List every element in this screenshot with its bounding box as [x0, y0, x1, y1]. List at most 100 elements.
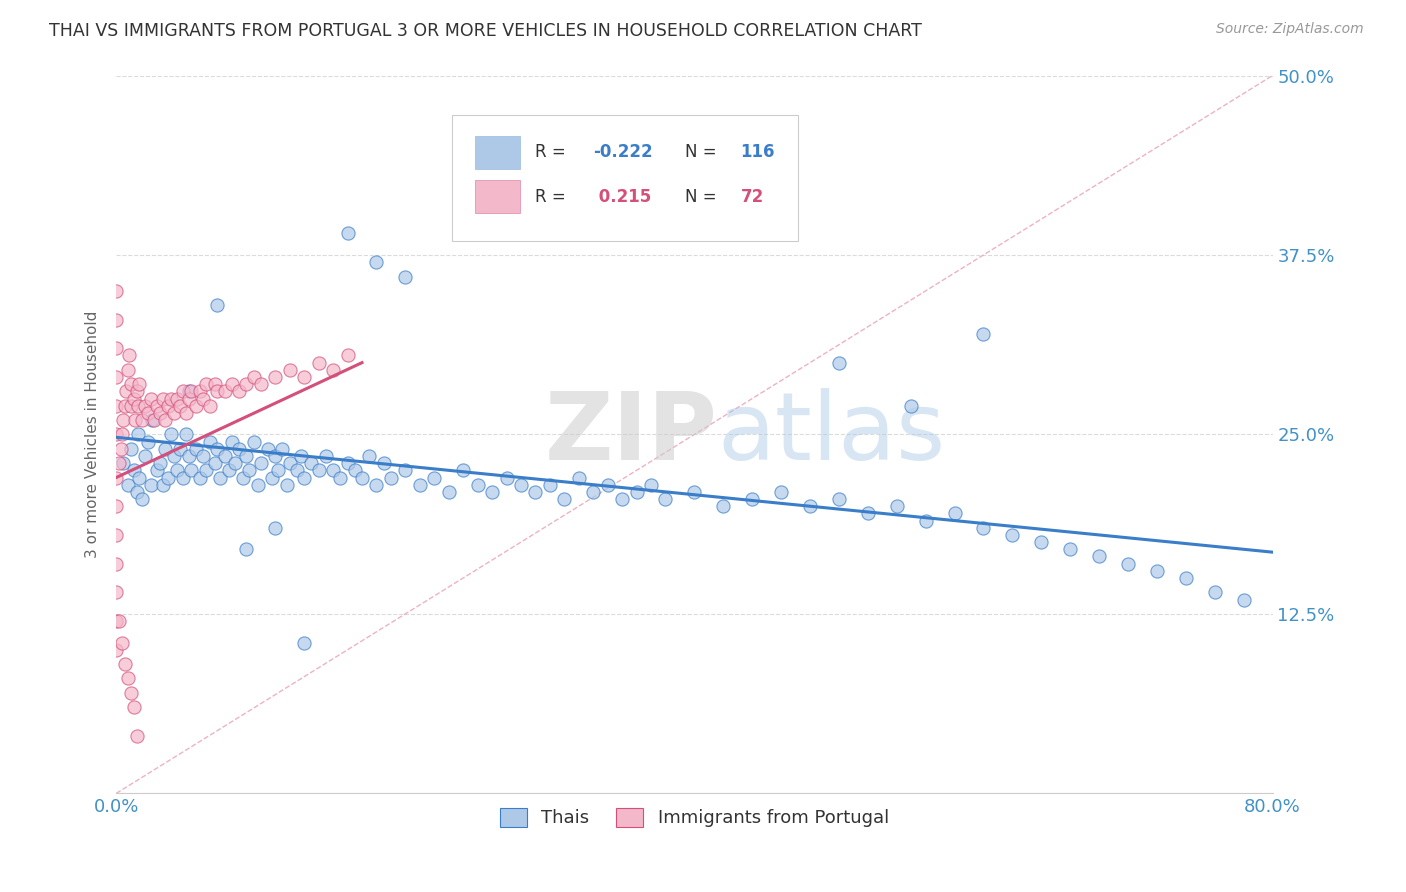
Point — [163, 406, 186, 420]
Point — [184, 399, 207, 413]
Point — [120, 399, 142, 413]
Point — [200, 399, 222, 413]
Point — [127, 427, 149, 442]
Point — [105, 585, 128, 599]
Text: 116: 116 — [741, 144, 775, 161]
Point — [315, 449, 337, 463]
Text: Source: ZipAtlas.com: Source: ZipAtlas.com — [1216, 22, 1364, 37]
Point — [308, 356, 330, 370]
Point — [125, 484, 148, 499]
Point — [209, 470, 232, 484]
Point — [149, 406, 172, 420]
Text: R =: R = — [534, 188, 571, 206]
Point — [145, 463, 167, 477]
Point — [155, 413, 177, 427]
Point — [105, 370, 128, 384]
Point — [152, 392, 174, 406]
Point — [120, 442, 142, 456]
Point — [267, 463, 290, 477]
Point — [105, 557, 128, 571]
Point — [152, 477, 174, 491]
Point — [128, 470, 150, 484]
Point — [115, 384, 138, 399]
Point — [380, 470, 402, 484]
Point — [1116, 557, 1139, 571]
Text: 72: 72 — [741, 188, 763, 206]
Point — [285, 463, 308, 477]
Legend: Thais, Immigrants from Portugal: Thais, Immigrants from Portugal — [492, 801, 897, 835]
Point — [105, 528, 128, 542]
Point — [322, 463, 344, 477]
Point — [292, 370, 315, 384]
Point — [122, 463, 145, 477]
Point — [770, 484, 793, 499]
Point — [264, 370, 287, 384]
Point — [235, 449, 257, 463]
Point — [495, 470, 517, 484]
Point — [157, 470, 180, 484]
Point — [610, 491, 633, 506]
Point — [105, 399, 128, 413]
Point — [166, 392, 188, 406]
Point — [467, 477, 489, 491]
Point — [188, 384, 211, 399]
Point — [292, 635, 315, 649]
Point — [828, 491, 851, 506]
Point — [177, 392, 200, 406]
Point — [125, 729, 148, 743]
Point — [105, 341, 128, 355]
Point — [235, 542, 257, 557]
Point — [112, 413, 135, 427]
Point — [423, 470, 446, 484]
Point — [538, 477, 561, 491]
Point — [409, 477, 432, 491]
Point — [142, 413, 165, 427]
Point — [127, 399, 149, 413]
Y-axis label: 3 or more Vehicles in Household: 3 or more Vehicles in Household — [86, 310, 100, 558]
Point — [972, 521, 994, 535]
Text: ZIP: ZIP — [544, 388, 717, 481]
Point — [972, 326, 994, 341]
Point — [914, 514, 936, 528]
Text: 0.215: 0.215 — [593, 188, 651, 206]
Point — [191, 392, 214, 406]
Point — [336, 227, 359, 241]
Point — [207, 442, 229, 456]
Point — [131, 491, 153, 506]
Point — [139, 477, 162, 491]
Point — [122, 392, 145, 406]
Point — [136, 434, 159, 449]
Point — [125, 384, 148, 399]
Point — [139, 392, 162, 406]
Point — [177, 449, 200, 463]
Point — [828, 356, 851, 370]
Point — [1146, 564, 1168, 578]
Point — [172, 384, 194, 399]
Point — [249, 377, 271, 392]
Point — [524, 484, 547, 499]
Point — [105, 284, 128, 298]
Point — [172, 470, 194, 484]
Point — [160, 427, 183, 442]
Point — [224, 456, 246, 470]
Point — [654, 491, 676, 506]
Point — [1088, 549, 1111, 564]
Point — [262, 470, 284, 484]
Point — [553, 491, 575, 506]
Point — [900, 399, 922, 413]
Point — [359, 449, 381, 463]
Point — [163, 449, 186, 463]
Point — [366, 255, 388, 269]
Point — [120, 377, 142, 392]
Point — [207, 384, 229, 399]
Point — [292, 470, 315, 484]
Point — [194, 463, 217, 477]
Point — [157, 399, 180, 413]
Point — [394, 463, 416, 477]
Point — [350, 470, 373, 484]
Point — [322, 363, 344, 377]
FancyBboxPatch shape — [475, 136, 520, 169]
Point — [336, 349, 359, 363]
Point — [105, 312, 128, 326]
Point — [207, 298, 229, 312]
